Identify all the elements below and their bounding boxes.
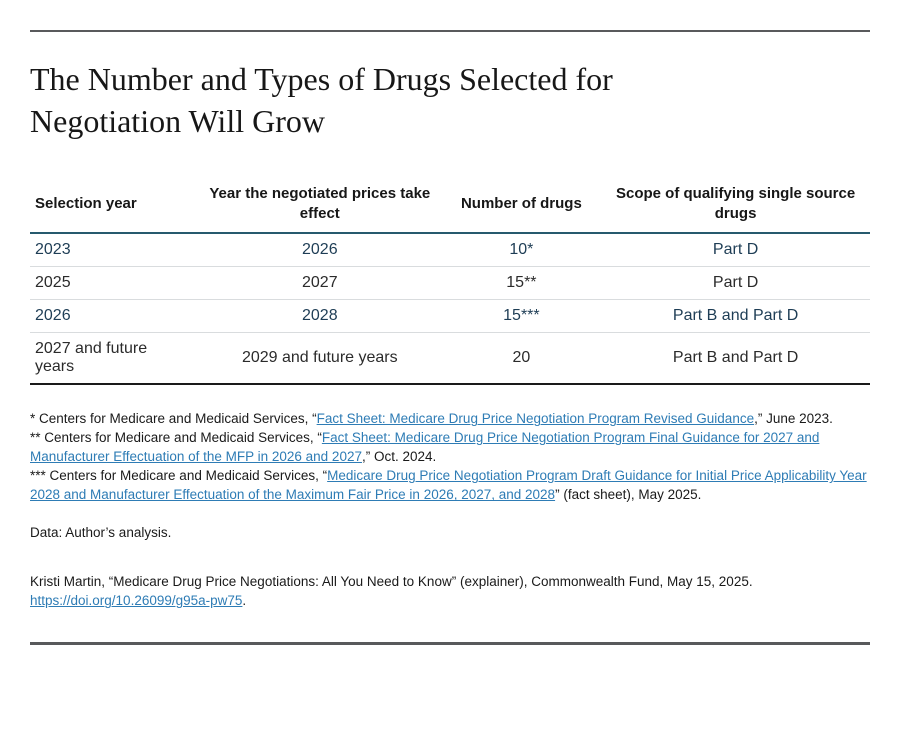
cell-effect-year: 2027 [198,266,442,301]
footnote: *** Centers for Medicare and Medicaid Se… [30,466,870,504]
cell-number-of-drugs: 20 [441,332,602,386]
footnote-link[interactable]: Medicare Drug Price Negotiation Program … [30,468,867,503]
table-row: 2023 2026 10* Part D [30,233,870,268]
footnote: * Centers for Medicare and Medicaid Serv… [30,409,870,428]
page: The Number and Types of Drugs Selected f… [0,30,900,646]
table-header: Selection year Year the negotiated price… [30,180,870,235]
col-header-number-of-drugs: Number of drugs [441,180,602,235]
cell-number-of-drugs: 15** [441,266,602,301]
cell-effect-year: 2028 [198,299,442,334]
footnote-text: *** Centers for Medicare and Medicaid Se… [30,468,328,484]
cell-effect-year: 2026 [198,233,442,268]
footnote-link[interactable]: Fact Sheet: Medicare Drug Price Negotiat… [316,411,755,427]
bottom-rule [30,642,870,646]
cell-scope: Part D [601,266,870,301]
citation-suffix: . [242,593,247,609]
col-header-scope: Scope of qualifying single source drugs [601,180,870,235]
cell-scope: Part B and Part D [601,332,870,386]
cell-number-of-drugs: 15*** [441,299,602,334]
cell-scope: Part D [601,233,870,268]
header-row: Selection year Year the negotiated price… [30,180,870,235]
col-header-effect-year: Year the negotiated prices take effect [198,180,442,235]
cell-number-of-drugs: 10* [441,233,602,268]
citation-text: Kristi Martin, “Medicare Drug Price Nego… [30,574,753,590]
footnote-text: * Centers for Medicare and Medicaid Serv… [30,411,317,427]
doi-link[interactable]: https://doi.org/10.26099/g95a-pw75 [30,593,243,609]
footnote-text: ,” June 2023. [754,411,833,427]
cell-selection-year: 2027 and future years [30,332,198,386]
footnotes-block: * Centers for Medicare and Medicaid Serv… [30,409,870,504]
cell-scope: Part B and Part D [601,299,870,334]
footnote: ** Centers for Medicare and Medicaid Ser… [30,428,870,466]
cell-selection-year: 2025 [30,266,198,301]
table-row: 2025 2027 15** Part D [30,266,870,301]
table-row: 2026 2028 15*** Part B and Part D [30,299,870,334]
footnote-link[interactable]: Fact Sheet: Medicare Drug Price Negotiat… [30,430,820,465]
footnote-text: ** Centers for Medicare and Medicaid Ser… [30,430,322,446]
drug-selection-table: Selection year Year the negotiated price… [30,180,870,386]
cell-selection-year: 2026 [30,299,198,334]
table-body: 2023 2026 10* Part D 2025 2027 15** Part… [30,233,870,386]
citation: Kristi Martin, “Medicare Drug Price Nego… [30,572,870,610]
cell-selection-year: 2023 [30,233,198,268]
data-note: Data: Author’s analysis. [30,525,172,541]
cell-effect-year: 2029 and future years [198,332,442,386]
page-title: The Number and Types of Drugs Selected f… [30,61,613,140]
footnote-text: ,” Oct. 2024. [361,449,437,465]
footnote-text: ” (fact sheet), May 2025. [555,487,702,503]
top-rule [30,30,870,32]
table-row: 2027 and future years 2029 and future ye… [30,332,870,386]
col-header-selection-year: Selection year [30,180,198,235]
